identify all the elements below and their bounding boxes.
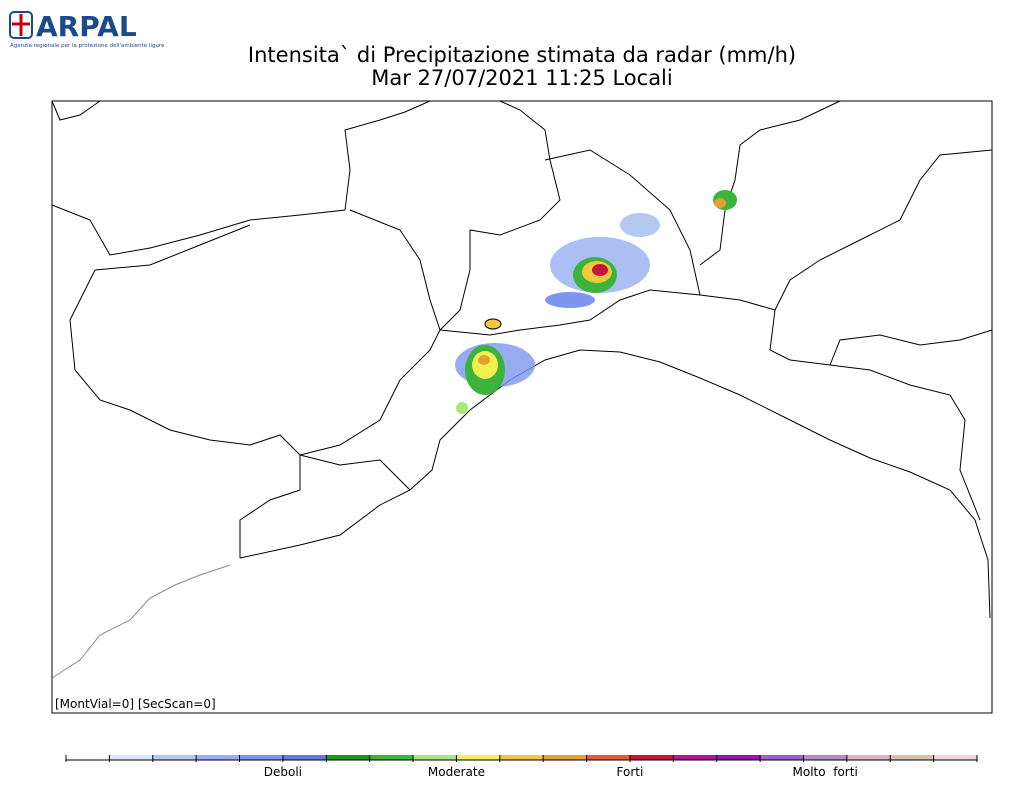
border — [299, 454, 411, 491]
legend-swatch — [716, 755, 761, 760]
border — [699, 100, 841, 266]
logo: ARPAL Agenzia regionale per la protezion… — [9, 10, 165, 49]
legend-swatch — [413, 755, 457, 760]
legend: Deboli Moderate Forti Molto forti — [65, 755, 978, 779]
legend-swatch — [760, 755, 804, 760]
legend-label: Moderate — [428, 765, 485, 779]
legend-swatch — [66, 755, 110, 760]
legend-swatch — [282, 755, 327, 760]
border — [94, 224, 251, 271]
legend-swatch — [933, 755, 977, 760]
border — [769, 309, 981, 521]
legend-swatch — [456, 755, 500, 760]
subtitle: Mar 27/07/2021 11:25 Locali — [371, 66, 672, 90]
legend-swatch — [499, 755, 544, 760]
coast-west — [51, 564, 231, 679]
logo-text: ARPAL — [36, 10, 137, 43]
logo-tagline: Agenzia regionale per la protezione dell… — [10, 43, 165, 49]
border — [439, 149, 993, 336]
legend-swatch — [326, 755, 370, 760]
legend-swatch — [673, 755, 717, 760]
border — [51, 100, 431, 256]
coast — [239, 349, 991, 619]
border — [69, 269, 301, 558]
title: Intensita` di Precipitazione stimata da … — [248, 43, 796, 67]
legend-label: Deboli — [264, 765, 302, 779]
border — [544, 149, 701, 296]
legend-swatch — [152, 755, 197, 760]
legend-label: Forti — [617, 765, 644, 779]
border — [829, 329, 993, 366]
legend-swatch — [846, 755, 891, 760]
map: [MontVial=0] [SecScan=0] — [51, 100, 993, 714]
legend-swatch — [196, 755, 240, 760]
border — [51, 100, 101, 121]
legend-swatch — [629, 755, 674, 760]
legend-swatch — [109, 755, 153, 760]
radar-echo — [455, 190, 737, 414]
legend-swatch — [543, 755, 587, 760]
legend-swatch — [239, 755, 283, 760]
border — [299, 209, 441, 456]
map-frame — [51, 100, 993, 714]
legend-swatch — [890, 755, 934, 760]
map-note: [MontVial=0] [SecScan=0] — [55, 697, 216, 711]
legend-swatch — [586, 755, 630, 760]
legend-label: Molto forti — [793, 765, 858, 779]
legend-swatch — [803, 755, 847, 760]
legend-swatch — [369, 755, 414, 760]
border — [439, 100, 561, 331]
